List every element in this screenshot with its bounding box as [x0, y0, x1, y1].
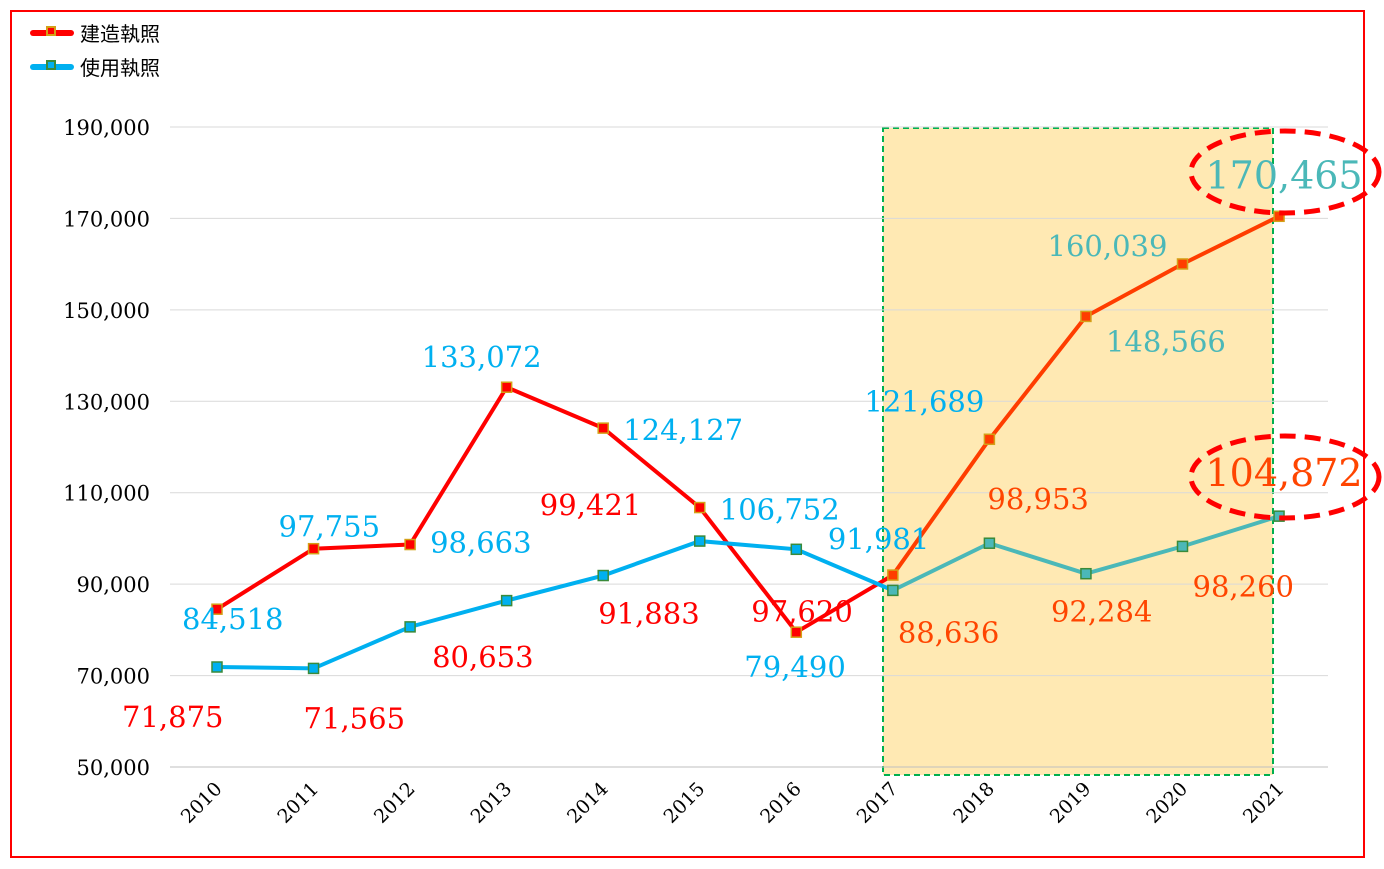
data-point: [307, 542, 320, 555]
legend-swatch-blue: [30, 59, 74, 70]
data-point: [983, 537, 996, 549]
data-point: [694, 501, 706, 514]
data-point: [307, 662, 320, 675]
data-point: [597, 422, 609, 434]
legend-item-usage: 使用執照: [30, 52, 160, 81]
data-point: [211, 661, 223, 673]
data-label: 133,072: [422, 340, 542, 374]
data-label: 104,872: [1205, 451, 1362, 495]
data-label: 98,663: [430, 526, 531, 560]
y-tick-label: 190,000: [63, 116, 150, 140]
data-label: 98,260: [1193, 569, 1294, 603]
x-tick-label: 2010: [177, 778, 227, 828]
emphasis-circle: [1188, 433, 1382, 521]
data-point: [790, 626, 803, 638]
data-point: [790, 543, 803, 556]
data-label: 92,284: [1051, 595, 1152, 629]
data-label: 148,566: [1106, 324, 1226, 358]
legend-label: 使用執照: [80, 56, 160, 80]
data-label: 91,883: [598, 597, 699, 631]
data-point: [404, 621, 416, 633]
data-point: [1176, 258, 1189, 270]
data-label: 91,981: [828, 522, 929, 556]
data-label: 98,953: [987, 482, 1088, 516]
x-tick-label: 2018: [949, 778, 999, 828]
y-tick-label: 150,000: [63, 299, 150, 323]
series-line-0: [215, 384, 894, 635]
y-tick-label: 130,000: [63, 390, 150, 414]
x-tick-label: 2019: [1046, 778, 1096, 828]
data-label: 106,752: [720, 493, 840, 527]
y-tick-label: 110,000: [63, 482, 150, 506]
data-point: [597, 569, 609, 582]
y-tick-label: 90,000: [77, 573, 150, 597]
data-point: [983, 433, 996, 446]
legend-swatch-red: [30, 25, 74, 36]
data-point: [500, 381, 513, 393]
data-point: [1080, 567, 1092, 580]
series-line-1: [216, 539, 894, 671]
x-tick-label: 2021: [1239, 778, 1289, 828]
chart-frame: [10, 10, 1365, 858]
data-point: [1176, 540, 1189, 553]
data-label: 79,490: [744, 650, 845, 684]
data-label: 88,636: [898, 615, 999, 649]
y-tick-label: 170,000: [63, 207, 150, 231]
legend-item-construction: 建造執照: [30, 18, 160, 47]
x-tick-label: 2011: [273, 778, 323, 828]
legend-label: 建造執照: [80, 22, 160, 46]
x-tick-label: 2012: [370, 778, 420, 828]
data-point: [1273, 210, 1285, 223]
data-label: 160,039: [1048, 229, 1168, 263]
y-tick-label: 50,000: [77, 756, 150, 780]
data-point: [694, 535, 706, 547]
emphasis-circle: [1188, 128, 1382, 216]
x-tick-label: 2014: [563, 778, 613, 828]
x-tick-label: 2015: [660, 778, 710, 828]
x-tick-label: 2020: [1142, 778, 1192, 828]
data-label: 99,421: [540, 488, 641, 522]
data-label: 121,689: [864, 384, 984, 418]
data-label: 71,875: [122, 700, 223, 734]
y-tick-label: 70,000: [77, 665, 150, 689]
data-label: 71,565: [304, 701, 405, 735]
data-point: [404, 538, 416, 551]
data-label: 170,465: [1205, 153, 1362, 197]
data-label: 124,127: [623, 413, 743, 447]
data-label: 84,518: [182, 602, 283, 636]
data-label: 97,620: [751, 594, 852, 628]
data-point: [500, 594, 513, 607]
x-tick-label: 2017: [853, 778, 903, 828]
data-label: 97,755: [279, 510, 380, 544]
data-point: [887, 569, 899, 581]
data-point: [887, 584, 899, 597]
data-point: [211, 603, 223, 615]
x-tick-label: 2013: [466, 778, 516, 828]
data-point: [1080, 310, 1092, 323]
data-label: 80,653: [432, 640, 533, 674]
x-tick-label: 2016: [756, 778, 806, 828]
